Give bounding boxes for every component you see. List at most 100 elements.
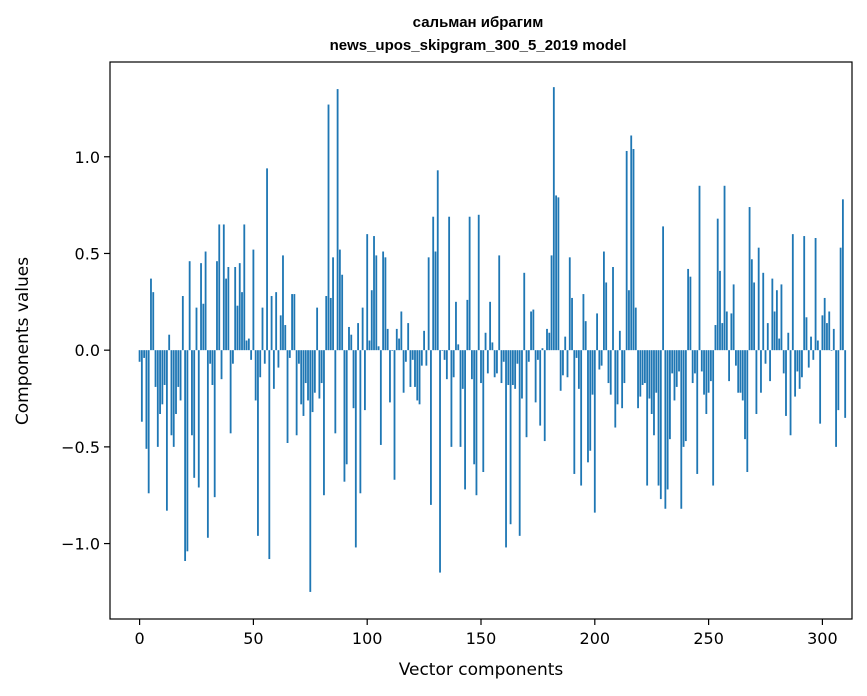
bar-136	[448, 216, 451, 351]
bar-227	[655, 350, 658, 393]
bar-18	[179, 350, 182, 401]
bar-5	[150, 278, 152, 351]
bar-135	[445, 350, 448, 380]
bar-94	[352, 350, 355, 409]
bar-202	[598, 350, 601, 370]
y-axis-label: Components values	[13, 257, 33, 425]
bar-56	[266, 168, 268, 351]
bar-259	[728, 350, 730, 382]
bar-36	[220, 350, 223, 380]
bar-3	[145, 350, 148, 449]
bar-114	[398, 338, 400, 351]
bar-177	[541, 348, 544, 351]
bar-105	[377, 346, 380, 351]
bar-31	[209, 350, 212, 364]
bar-215	[628, 290, 630, 351]
bar-76	[311, 350, 314, 413]
bar-52	[257, 350, 259, 536]
bar-285	[787, 332, 790, 351]
bar-121	[414, 350, 416, 387]
bar-203	[600, 350, 603, 366]
bar-141	[459, 350, 462, 447]
bar-214	[625, 150, 628, 351]
bar-127	[427, 257, 430, 351]
bar-109	[386, 328, 389, 351]
bar-305	[832, 328, 835, 351]
bar-57	[268, 350, 271, 560]
bar-251	[709, 350, 712, 382]
bar-22	[188, 261, 191, 351]
bar-63	[282, 255, 284, 351]
bar-132	[439, 350, 441, 573]
bar-234	[671, 350, 674, 374]
y-tick-label-3: 0.5	[75, 244, 100, 263]
bar-29	[204, 251, 207, 351]
bar-124	[420, 350, 423, 366]
bar-112	[393, 350, 396, 480]
bar-79	[318, 350, 321, 399]
bar-74	[307, 350, 309, 401]
bar-186	[562, 350, 564, 376]
bar-173	[532, 309, 535, 351]
bar-166	[516, 350, 519, 364]
bar-178	[543, 350, 546, 442]
bar-253	[714, 325, 717, 351]
bar-192	[575, 350, 578, 358]
bar-221	[641, 350, 644, 385]
bar-165	[514, 350, 517, 389]
bar-213	[623, 350, 626, 384]
bar-68	[293, 294, 296, 351]
bar-4	[147, 350, 150, 494]
bar-252	[712, 350, 715, 486]
bar-140	[457, 344, 460, 351]
bar-62	[279, 315, 282, 351]
bar-308	[839, 247, 842, 351]
bar-261	[732, 284, 735, 351]
bar-87	[336, 89, 339, 351]
bar-200	[593, 350, 596, 513]
bar-298	[816, 340, 819, 351]
bar-210	[616, 350, 619, 405]
bar-296	[812, 350, 815, 360]
bar-265	[741, 350, 744, 401]
bar-129	[432, 216, 435, 351]
bar-77	[313, 350, 316, 393]
bar-187	[564, 336, 567, 351]
bar-139	[455, 301, 457, 351]
bar-225	[650, 350, 653, 414]
x-tick-label-100: 100	[352, 629, 383, 648]
bar-86	[334, 350, 337, 434]
bar-256	[721, 323, 724, 351]
bar-270	[753, 282, 756, 351]
bar-255	[719, 270, 721, 351]
bar-133	[441, 350, 444, 351]
bar-194	[580, 350, 583, 486]
bar-208	[612, 267, 614, 351]
bar-302	[826, 323, 828, 351]
x-axis-label: Vector components	[399, 660, 564, 680]
bar-125	[423, 330, 426, 351]
bar-146	[470, 350, 473, 380]
bar-115	[400, 311, 403, 351]
bar-301	[823, 297, 826, 351]
bar-137	[450, 350, 453, 447]
bar-47	[245, 340, 248, 351]
bar-216	[630, 135, 633, 351]
bar-278	[771, 278, 774, 351]
bar-106	[379, 350, 382, 445]
bar-72	[302, 350, 305, 416]
bar-83	[327, 104, 330, 351]
chart-title: сальман ибрагим	[413, 14, 544, 31]
bar-128	[430, 350, 432, 505]
bar-254	[716, 218, 719, 351]
bar-17	[177, 350, 180, 387]
bar-159	[500, 350, 503, 384]
bar-283	[782, 350, 785, 374]
bar-130	[434, 251, 437, 351]
bar-249	[705, 350, 708, 414]
bar-171	[527, 350, 530, 362]
bar-246	[698, 185, 701, 351]
bar-7	[154, 350, 157, 387]
bar-142	[461, 350, 464, 389]
bar-292	[803, 236, 806, 351]
